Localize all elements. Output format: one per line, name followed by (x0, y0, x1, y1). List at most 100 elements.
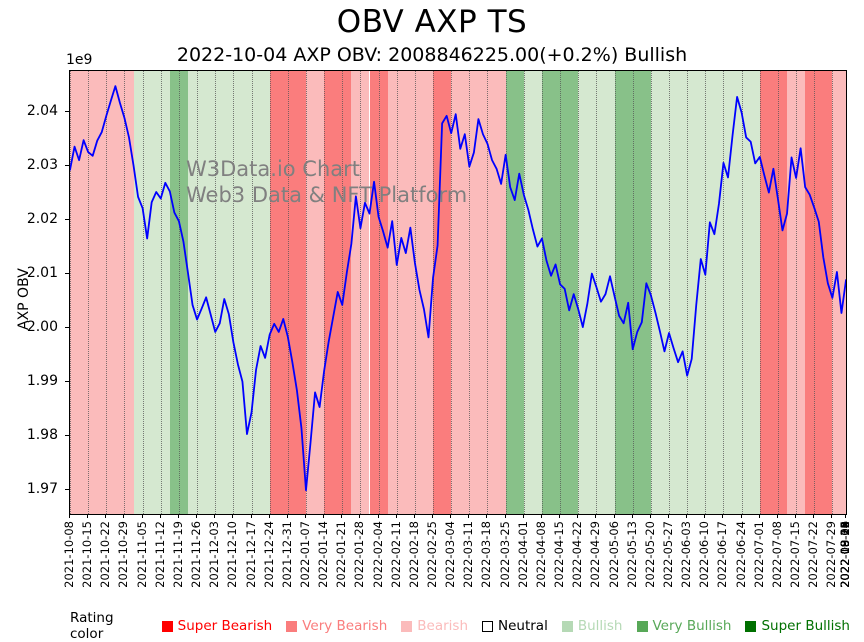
y-tick-label: 1.99 (26, 372, 58, 389)
grid-line (70, 71, 71, 514)
grid-line (846, 71, 847, 514)
rating-band (70, 71, 134, 514)
y-tick-mark (65, 218, 69, 220)
x-tick-mark (413, 514, 415, 518)
grid-line (360, 71, 362, 514)
x-tick-mark (649, 514, 651, 518)
x-tick-label: 2022-02-18 (406, 521, 421, 588)
grid-line (433, 71, 435, 514)
grid-line (142, 71, 144, 514)
plot-area: W3Data.io Chart Web3 Data & NFT Platform (69, 70, 847, 515)
grid-line (846, 71, 847, 514)
rating-band (787, 71, 806, 514)
x-tick-label: 2022-06-03 (679, 521, 694, 588)
y-tick-mark (65, 272, 69, 274)
x-tick-label: 2022-10-04 (838, 521, 852, 588)
x-tick-mark (504, 514, 506, 518)
y-tick-label: 2.02 (26, 210, 58, 227)
legend-item-label: Bullish (577, 618, 623, 634)
grid-line (414, 71, 416, 514)
y-tick-label: 1.98 (26, 426, 58, 443)
legend-swatch-icon (401, 620, 413, 632)
x-tick-label: 2022-05-20 (642, 521, 657, 588)
y-tick-label: 2.04 (26, 102, 58, 119)
x-tick-label: 2021-11-26 (189, 521, 204, 588)
grid-line (796, 71, 798, 514)
y-tick-mark (65, 110, 69, 112)
grid-line (846, 71, 847, 514)
x-tick-mark (758, 514, 760, 518)
x-tick-label: 2022-05-06 (606, 521, 621, 588)
x-tick-mark (722, 514, 724, 518)
x-tick-label: 2022-05-27 (661, 521, 676, 588)
x-tick-label: 2022-02-11 (388, 521, 403, 588)
x-tick-label: 2022-03-04 (443, 521, 458, 588)
grid-line (342, 71, 344, 514)
x-tick-label: 2021-12-03 (207, 521, 222, 588)
x-tick-mark (668, 514, 670, 518)
grid-line (614, 71, 616, 514)
page-title: OBV AXP TS (336, 4, 528, 40)
y-axis-offset-label: 1e9 (66, 52, 93, 68)
legend-swatch-icon (745, 620, 757, 632)
grid-line (106, 71, 108, 514)
x-tick-label: 2022-01-14 (316, 521, 331, 588)
grid-line (759, 71, 761, 514)
grid-line (846, 71, 847, 514)
grid-line (846, 71, 847, 514)
x-tick-mark (323, 514, 325, 518)
x-tick-mark (613, 514, 615, 518)
x-tick-mark (776, 514, 778, 518)
rating-band (387, 71, 434, 514)
x-tick-mark (123, 514, 125, 518)
x-tick-mark (686, 514, 688, 518)
grid-line (846, 71, 847, 514)
rating-band (523, 71, 542, 514)
grid-line (650, 71, 652, 514)
x-tick-label: 2022-02-04 (370, 521, 385, 588)
grid-line (324, 71, 326, 514)
legend-item-label: Super Bearish (177, 618, 273, 634)
rating-band (351, 71, 370, 514)
x-tick-label: 2022-04-01 (515, 521, 530, 588)
x-tick-label: 2022-03-25 (497, 521, 512, 588)
x-tick-label: 2022-04-22 (570, 521, 585, 588)
x-tick-mark (631, 514, 633, 518)
legend-item-label: Very Bullish (652, 618, 732, 634)
grid-line (469, 71, 471, 514)
grid-line (541, 71, 543, 514)
legend-item-label: Neutral (498, 618, 548, 634)
x-tick-label: 2022-03-18 (479, 521, 494, 588)
x-tick-label: 2022-05-13 (624, 521, 639, 588)
legend-item-label: Very Bearish (302, 618, 388, 634)
rating-band (133, 71, 170, 514)
x-tick-mark (577, 514, 579, 518)
x-tick-mark (845, 514, 846, 518)
x-tick-mark (450, 514, 452, 518)
grid-line (269, 71, 271, 514)
grid-line (814, 71, 816, 514)
x-tick-mark (159, 514, 161, 518)
rating-band (187, 71, 270, 514)
grid-line (160, 71, 162, 514)
grid-line (197, 71, 199, 514)
legend-item: Bullish (561, 618, 623, 634)
x-tick-label: 2022-02-25 (425, 521, 440, 588)
grid-line (705, 71, 707, 514)
grid-line (505, 71, 507, 514)
grid-line (846, 71, 847, 514)
rating-band (433, 71, 452, 514)
grid-line (560, 71, 562, 514)
legend-swatch-icon (482, 620, 493, 632)
x-tick-mark (196, 514, 198, 518)
x-tick-label: 2021-12-10 (225, 521, 240, 588)
x-tick-mark (359, 514, 361, 518)
y-tick-label: 2.00 (26, 318, 58, 335)
x-tick-label: 2022-07-22 (806, 521, 821, 588)
grid-line (846, 71, 847, 514)
x-tick-label: 2021-12-24 (261, 521, 276, 588)
x-tick-label: 2022-01-21 (334, 521, 349, 588)
x-tick-label: 2021-12-17 (243, 521, 258, 588)
chart-subtitle: 2022-10-04 AXP OBV: 2008846225.00(+0.2%)… (176, 44, 688, 66)
x-tick-mark (377, 514, 379, 518)
